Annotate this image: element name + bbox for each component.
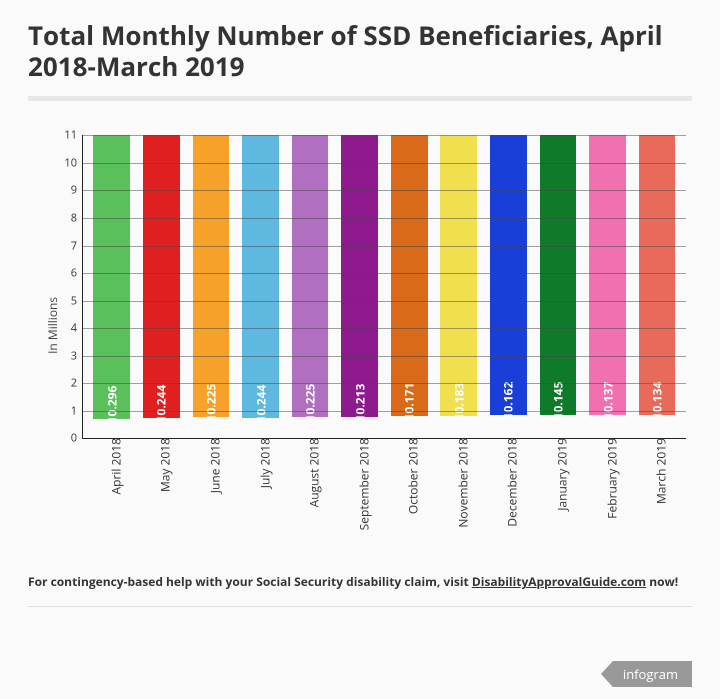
- x-tick-label: October 2018: [397, 438, 422, 514]
- bar: 10.225: [292, 135, 329, 417]
- bar-value-label: 10.296: [103, 386, 120, 424]
- bar-value-label: 10.171: [401, 382, 418, 420]
- page-title: Total Monthly Number of SSD Beneficiarie…: [28, 20, 692, 82]
- bar-slot: 10.171October 2018: [384, 135, 434, 438]
- bar: 10.134: [639, 135, 676, 414]
- y-tick: 9: [71, 183, 83, 198]
- bar-value-label: 10.225: [302, 384, 319, 422]
- bar-slot: 10.145January 2019: [533, 135, 583, 438]
- x-tick-label: March 2019: [645, 438, 670, 504]
- y-axis-label: In Millions: [44, 297, 61, 354]
- bar-value-label: 10.137: [599, 381, 616, 419]
- y-tick: 8: [71, 211, 83, 226]
- footnote-suffix: now!: [646, 573, 678, 590]
- bar-value-label: 10.213: [351, 383, 368, 421]
- bar-slot: 10.213September 2018: [335, 135, 385, 438]
- bar-chart: In Millions 10.296April 201810.244May 20…: [28, 129, 692, 549]
- y-tick: 5: [71, 293, 83, 308]
- bar-slot: 10.225June 2018: [186, 135, 236, 438]
- x-tick-label: April 2018: [99, 438, 124, 494]
- title-divider: [28, 96, 692, 101]
- footer-divider: [28, 606, 692, 607]
- x-tick-label: June 2018: [198, 438, 223, 493]
- x-tick-label: September 2018: [347, 438, 372, 530]
- y-tick: 2: [71, 376, 83, 391]
- bar-value-label: 10.134: [649, 381, 666, 419]
- grid-line: [83, 356, 686, 357]
- grid-line: [83, 301, 686, 302]
- grid-line: [83, 135, 686, 136]
- x-tick-label: May 2018: [149, 438, 174, 492]
- bar-value-label: 10.162: [500, 382, 517, 420]
- x-tick-label: August 2018: [298, 438, 323, 507]
- x-tick-label: December 2018: [496, 438, 521, 527]
- bar: 10.162: [490, 135, 527, 415]
- bar: 10.296: [93, 135, 130, 419]
- grid-line: [83, 383, 686, 384]
- bar-slot: 10.137February 2019: [583, 135, 633, 438]
- y-tick: 7: [71, 238, 83, 253]
- bar-slot: 10.244July 2018: [236, 135, 286, 438]
- bars-container: 10.296April 201810.244May 201810.225June…: [83, 135, 686, 438]
- bar-value-label: 10.225: [202, 384, 219, 422]
- bar: 10.244: [242, 135, 279, 417]
- bar: 10.171: [391, 135, 428, 415]
- x-tick-label: November 2018: [446, 438, 471, 528]
- bar-slot: 10.183November 2018: [434, 135, 484, 438]
- plot-area: 10.296April 201810.244May 201810.225June…: [82, 135, 686, 439]
- brand-flag[interactable]: infogram: [601, 661, 692, 687]
- footnote-link[interactable]: DisabilityApprovalGuide.com: [472, 573, 646, 590]
- y-tick: 11: [64, 128, 83, 143]
- bar: 10.145: [540, 135, 577, 414]
- grid-line: [83, 246, 686, 247]
- bar: 10.137: [589, 135, 626, 414]
- bar-slot: 10.134March 2019: [632, 135, 682, 438]
- footnote: For contingency-based help with your Soc…: [28, 573, 692, 590]
- grid-line: [83, 328, 686, 329]
- bar: 10.225: [193, 135, 230, 417]
- grid-line: [83, 190, 686, 191]
- y-tick: 4: [71, 321, 83, 336]
- bar: 10.183: [440, 135, 477, 415]
- grid-line: [83, 411, 686, 412]
- y-tick: 6: [71, 266, 83, 281]
- y-tick: 1: [71, 403, 83, 418]
- bar: 10.244: [143, 135, 180, 417]
- x-tick-label: July 2018: [248, 438, 273, 488]
- bar: 10.213: [341, 135, 378, 416]
- bar-value-label: 10.183: [450, 382, 467, 420]
- y-tick: 0: [71, 431, 83, 446]
- x-tick-label: February 2019: [595, 438, 620, 519]
- bar-value-label: 10.145: [549, 381, 566, 419]
- y-tick: 10: [64, 155, 83, 170]
- bar-slot: 10.225August 2018: [285, 135, 335, 438]
- bar-slot: 10.244May 2018: [137, 135, 187, 438]
- bar-value-label: 10.244: [252, 384, 269, 422]
- x-tick-label: January 2019: [545, 438, 570, 511]
- grid-line: [83, 218, 686, 219]
- bar-slot: 10.296April 2018: [87, 135, 137, 438]
- bar-slot: 10.162December 2018: [484, 135, 534, 438]
- y-tick: 3: [71, 348, 83, 363]
- grid-line: [83, 163, 686, 164]
- footnote-prefix: For contingency-based help with your Soc…: [28, 573, 472, 590]
- grid-line: [83, 273, 686, 274]
- bar-value-label: 10.244: [153, 384, 170, 422]
